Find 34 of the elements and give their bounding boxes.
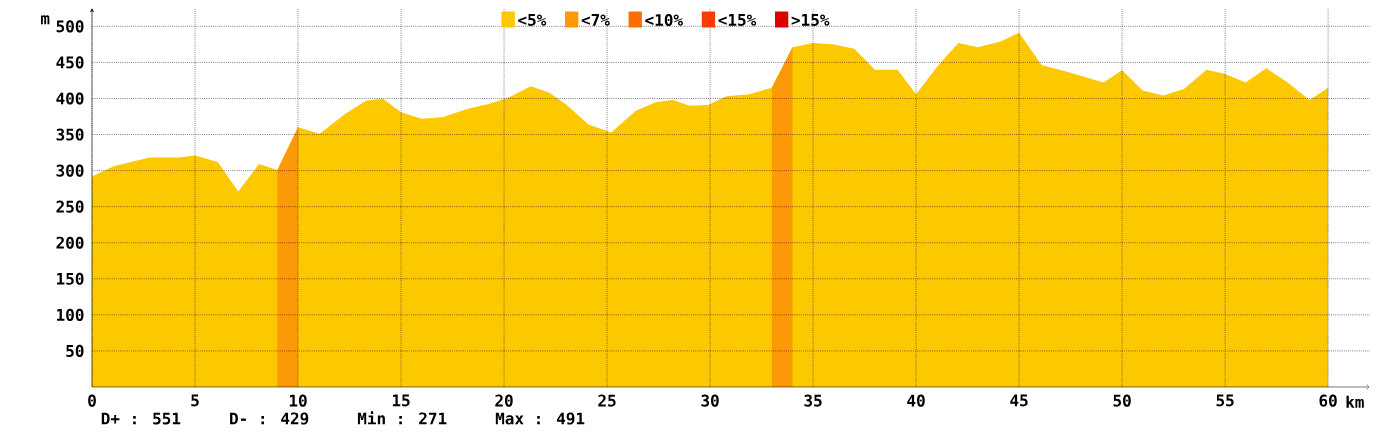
y-tick-label: 500 xyxy=(56,20,84,33)
x-tick-label: 50 xyxy=(1113,394,1131,407)
y-tick-label: 450 xyxy=(56,56,84,69)
text: Min : 271 xyxy=(357,411,447,425)
legend-label: <5% xyxy=(518,14,547,26)
x-tick-label: 30 xyxy=(701,394,719,407)
y-tick-label: 350 xyxy=(56,128,84,141)
y-tick-label: 250 xyxy=(56,200,84,213)
y-tick-label: 300 xyxy=(56,164,84,177)
legend-label: >15% xyxy=(791,14,830,26)
x-tick-label: 35 xyxy=(804,394,822,407)
x-tick-label: 15 xyxy=(392,394,410,407)
legend-label: <15% xyxy=(718,14,757,26)
text: D- : 429 xyxy=(230,412,309,425)
y-tick-label: 150 xyxy=(57,272,84,285)
x-tick-label: 20 xyxy=(495,394,513,407)
x-tick-label: 25 xyxy=(598,394,616,407)
x-tick-label: 10 xyxy=(289,394,307,407)
x-tick-label: 55 xyxy=(1216,394,1234,407)
y-tick-label: 200 xyxy=(56,236,84,249)
legend-label: <7% xyxy=(581,14,610,26)
y-tick-label: 50 xyxy=(66,344,84,357)
x-tick-label: 60 xyxy=(1319,394,1337,407)
x-tick-label: 45 xyxy=(1010,394,1028,407)
y-axis-title: m xyxy=(40,15,50,25)
y-tick-label: 400 xyxy=(56,92,84,105)
text: Max : 491 xyxy=(495,412,585,425)
text: D+ : 551 xyxy=(101,412,181,425)
x-axis-title: km xyxy=(1346,395,1364,408)
x-tick-label: 40 xyxy=(907,394,925,407)
x-tick-label: 0 xyxy=(88,394,96,407)
y-tick-label: 100 xyxy=(57,308,84,321)
legend-label: <10% xyxy=(645,13,683,27)
x-tick-label: 5 xyxy=(191,394,199,407)
